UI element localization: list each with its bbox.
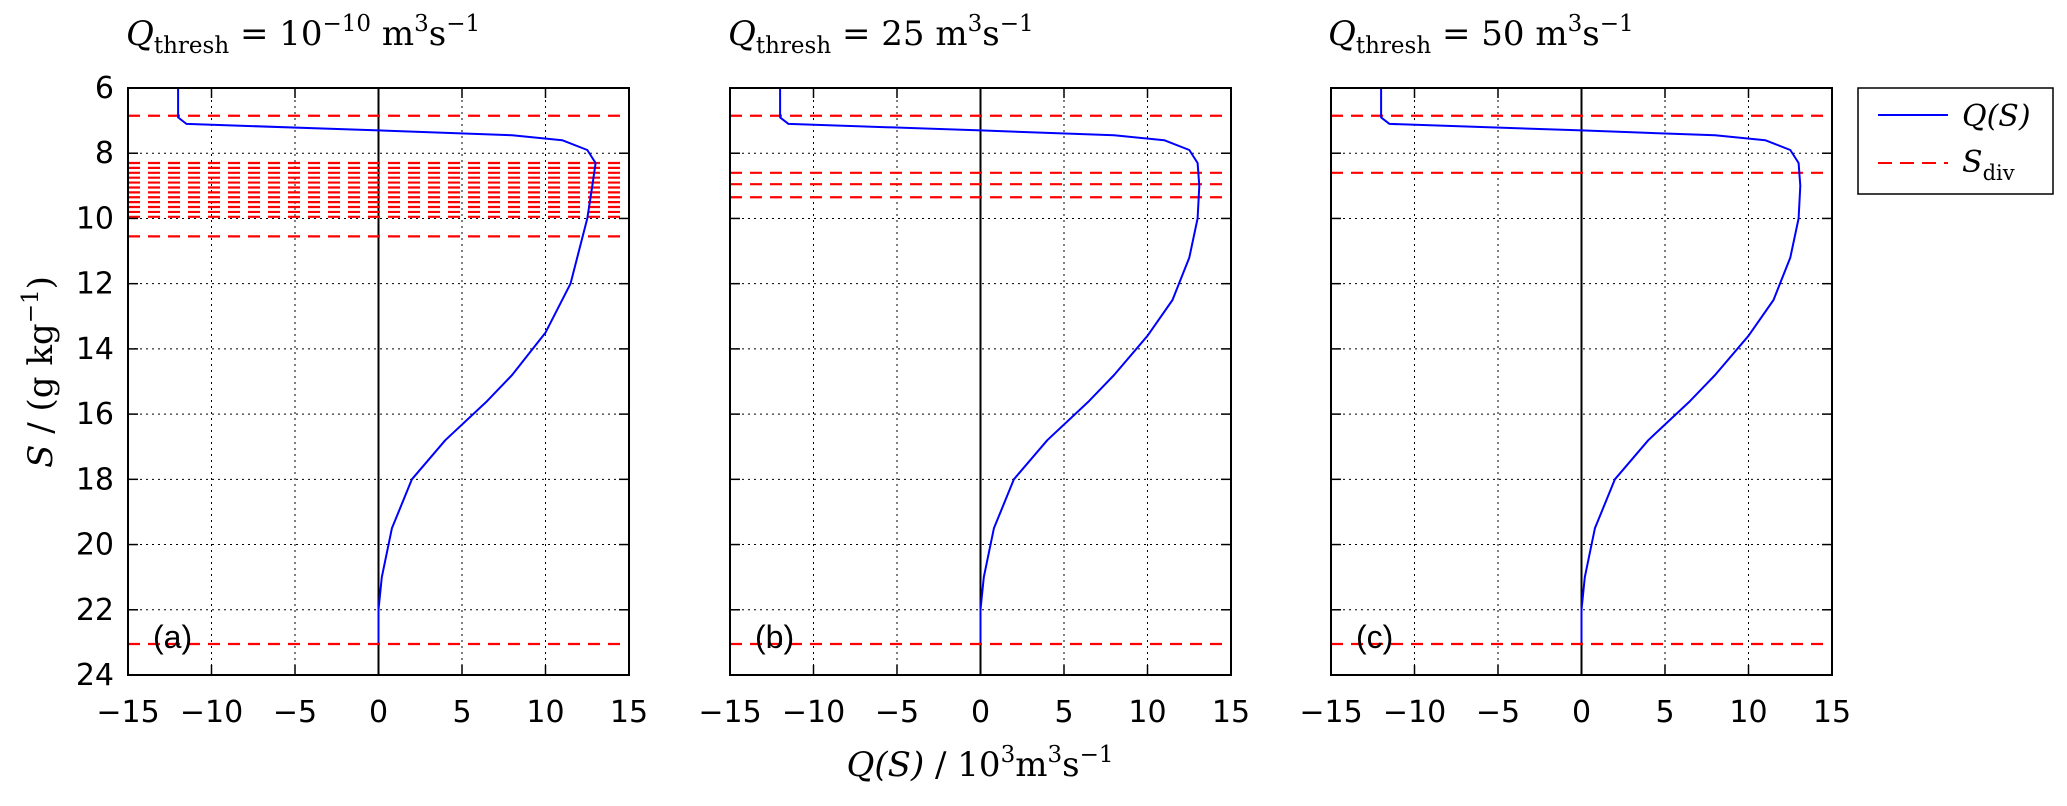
q-curve-a bbox=[177, 88, 597, 643]
y-tick-label-a: 8 bbox=[95, 136, 114, 171]
x-tick-label-a: 15 bbox=[610, 695, 648, 730]
x-tick-label-a: −15 bbox=[96, 695, 159, 730]
y-tick-label-a: 24 bbox=[76, 658, 114, 693]
panel-label-c: (c) bbox=[1356, 619, 1393, 655]
x-tick-label-c: 10 bbox=[1729, 695, 1767, 730]
x-tick-label-c: 0 bbox=[1572, 695, 1591, 730]
y-tick-label-a: 16 bbox=[76, 397, 114, 432]
y-tick-label-a: 12 bbox=[76, 267, 114, 302]
y-tick-label-a: 18 bbox=[76, 462, 114, 497]
x-tick-label-a: 10 bbox=[526, 695, 564, 730]
q-curve-c bbox=[1380, 88, 1802, 643]
panel-label-b: (b) bbox=[755, 619, 794, 655]
x-tick-label-b: 5 bbox=[1054, 695, 1073, 730]
x-tick-label-b: −5 bbox=[875, 695, 919, 730]
x-tick-label-b: 0 bbox=[971, 695, 990, 730]
y-tick-label-a: 22 bbox=[76, 593, 114, 628]
y-tick-label-a: 6 bbox=[95, 71, 114, 106]
y-tick-label-a: 14 bbox=[76, 332, 114, 367]
x-tick-label-a: 0 bbox=[369, 695, 388, 730]
y-tick-label-a: 10 bbox=[76, 201, 114, 236]
x-tick-label-b: −10 bbox=[782, 695, 845, 730]
x-tick-label-a: −5 bbox=[273, 695, 317, 730]
x-tick-label-b: 10 bbox=[1128, 695, 1166, 730]
x-tick-label-c: −15 bbox=[1299, 695, 1362, 730]
panel-title-c: Qthresh = 50 m3s−1 bbox=[1328, 11, 1634, 59]
legend-label-q: Q(S) bbox=[1962, 99, 2031, 134]
q-curve-b bbox=[779, 88, 1201, 643]
x-tick-label-a: −10 bbox=[180, 695, 243, 730]
legend: Q(S) Sdiv bbox=[1857, 87, 2054, 195]
x-tick-label-c: −10 bbox=[1383, 695, 1446, 730]
y-tick-label-a: 20 bbox=[76, 528, 114, 563]
panel-title-a: Qthresh = 10−10 m3s−1 bbox=[126, 11, 480, 59]
x-tick-label-b: 15 bbox=[1212, 695, 1250, 730]
legend-label-sdiv: Sdiv bbox=[1962, 145, 2015, 185]
x-axis-label: Q(S) / 103m3s−1 bbox=[847, 742, 1114, 785]
panel-b: −15 −10 −5 0 5 10 15 (b) bbox=[698, 87, 1250, 730]
panel-a: −15 −10 −5 0 5 10 15 6 8 10 12 14 16 18 20 22 24 (a) bbox=[76, 71, 648, 730]
panel-c: −15 −10 −5 0 5 10 15 (c) bbox=[1299, 87, 1851, 730]
x-tick-label-b: −15 bbox=[698, 695, 761, 730]
y-axis-label: S / (g kg−1) bbox=[18, 276, 61, 468]
panel-title-b: Qthresh = 25 m3s−1 bbox=[728, 11, 1034, 59]
x-tick-label-c: −5 bbox=[1476, 695, 1520, 730]
x-tick-label-c: 15 bbox=[1813, 695, 1851, 730]
x-tick-label-c: 5 bbox=[1655, 695, 1674, 730]
panel-label-a: (a) bbox=[153, 619, 192, 655]
legend-box bbox=[1857, 87, 2054, 195]
x-tick-label-a: 5 bbox=[452, 695, 471, 730]
